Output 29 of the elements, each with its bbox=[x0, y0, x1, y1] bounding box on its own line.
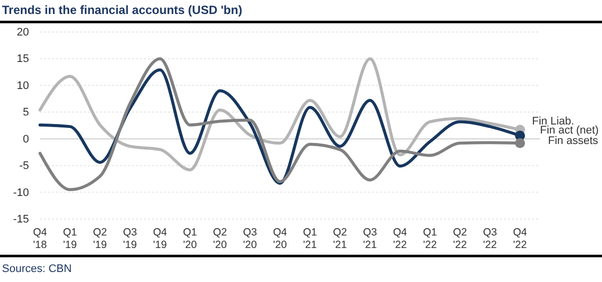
x-tick-label: Q4 '22 bbox=[512, 226, 528, 252]
y-tick-label: 20 bbox=[16, 26, 29, 39]
x-tick-label: Q1 '19 bbox=[62, 226, 78, 252]
x-tick-label: Q4 '20 bbox=[272, 226, 288, 252]
x-tick-label: Q3 '20 bbox=[242, 226, 258, 252]
text: Fin assets bbox=[548, 135, 599, 148]
chart-title: Trends in the financial accounts (USD 'bn) bbox=[2, 3, 242, 17]
x-tick-label: Q2 '19 bbox=[92, 226, 108, 252]
y-tick-label: 10 bbox=[16, 80, 29, 92]
y-tick-label: -10 bbox=[13, 186, 29, 199]
y-tick-label: -5 bbox=[19, 160, 29, 172]
x-tick-label: Q2 '22 bbox=[452, 226, 468, 252]
x-tick-label: Q4 '22 bbox=[392, 226, 408, 252]
x-tick-label: Q1 '22 bbox=[422, 226, 438, 252]
x-tick-label: Q3 '22 bbox=[482, 226, 498, 252]
x-tick-label: Q1 '21 bbox=[302, 226, 318, 252]
y-tick-label: -15 bbox=[13, 214, 29, 226]
x-tick-label: Q4 '18 bbox=[32, 226, 48, 252]
x-tick-label: Q4 '19 bbox=[152, 226, 168, 252]
series-label: Fin act (net) bbox=[540, 124, 599, 137]
x-tick-label: Q2 '21 bbox=[332, 226, 348, 252]
x-tick-label: Q1 '20 bbox=[182, 226, 198, 252]
x-tick-label: Q3 '21 bbox=[362, 226, 378, 252]
x-tick-label: Q2 '20 bbox=[212, 226, 228, 252]
y-tick-label: 15 bbox=[16, 53, 29, 66]
y-tick-label: 0 bbox=[22, 133, 29, 146]
x-tick-label: Q3 '19 bbox=[122, 226, 138, 252]
source-note: Sources: CBN bbox=[2, 263, 72, 275]
y-tick-label: 5 bbox=[22, 106, 29, 119]
